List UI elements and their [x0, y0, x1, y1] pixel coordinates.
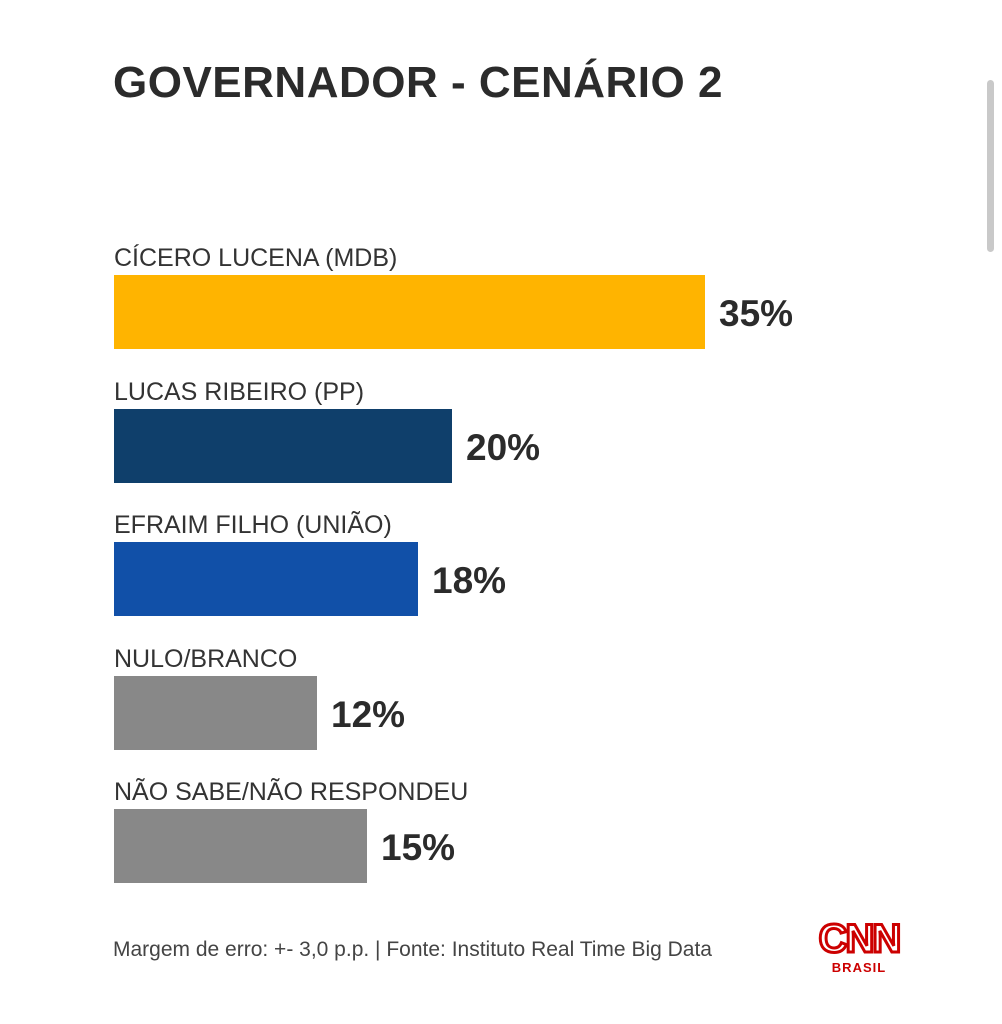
bar [114, 275, 705, 349]
category-label: NÃO SABE/NÃO RESPONDEU [114, 778, 469, 806]
bar [114, 809, 367, 883]
category-label: EFRAIM FILHO (UNIÃO) [114, 511, 392, 539]
value-label: 15% [381, 827, 456, 868]
category-label: CÍCERO LUCENA (MDB) [114, 244, 398, 272]
value-label: 20% [466, 426, 541, 468]
value-label: 18% [432, 560, 507, 601]
cnn-logo-text: CNN [817, 917, 903, 962]
brasil-logo-text: BRASIL [831, 960, 887, 975]
bar [114, 408, 452, 483]
bar [114, 675, 317, 750]
bar [114, 542, 418, 616]
value-label: 35% [719, 293, 794, 334]
category-label: NULO/BRANCO [114, 644, 298, 673]
cnn-brasil-logo: CNN BRASIL [816, 917, 903, 980]
category-label: LUCAS RIBEIRO (PP) [114, 377, 365, 406]
scrollbar-thumb[interactable] [987, 80, 994, 252]
value-label: 12% [331, 693, 406, 735]
source-footnote: Margem de erro: +- 3,0 p.p. | Fonte: Ins… [113, 938, 712, 961]
chart-title: GOVERNADOR - CENÁRIO 2 [113, 58, 723, 107]
